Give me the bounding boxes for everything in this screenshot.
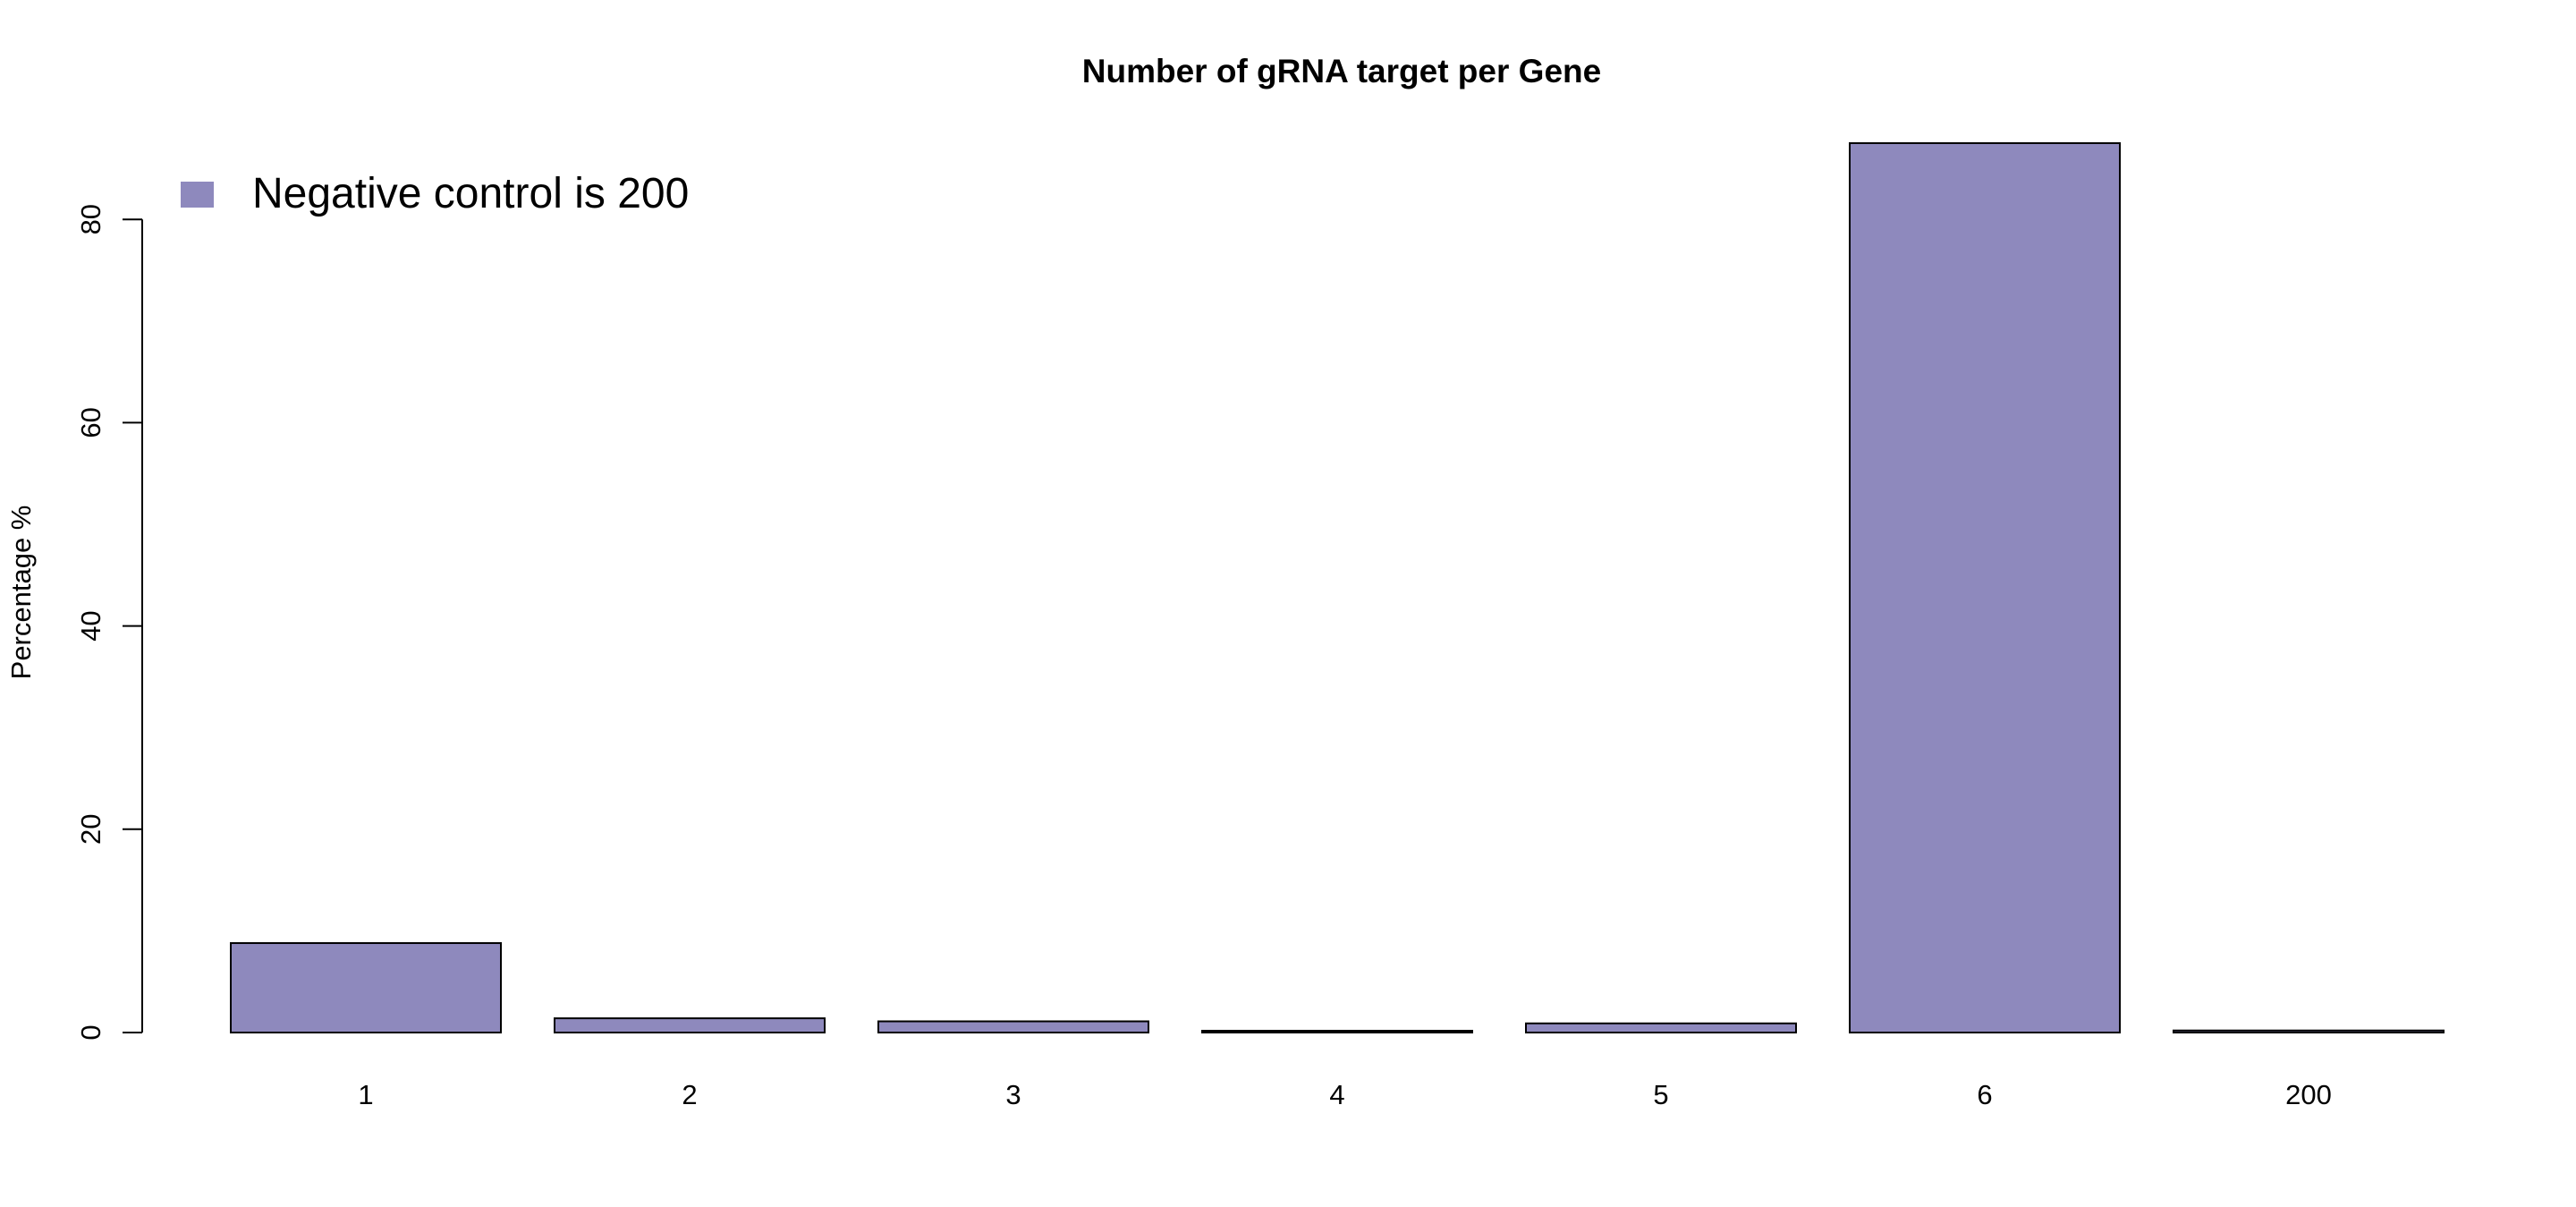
x-tick-label: 4 (1329, 1079, 1344, 1110)
x-tick-label: 1 (358, 1079, 373, 1110)
x-tick-label: 3 (1005, 1079, 1021, 1110)
y-tick-label: 60 (75, 407, 106, 438)
bar-5 (1525, 1022, 1797, 1034)
y-axis-label: Percentage % (5, 506, 37, 680)
x-tick-label: 200 (2285, 1079, 2332, 1110)
bar-200 (2173, 1029, 2445, 1034)
bars (230, 142, 2445, 1034)
bar-4 (1201, 1030, 1473, 1033)
bar-3 (877, 1020, 1149, 1034)
y-tick-label: 40 (75, 610, 106, 641)
y-tick-label: 0 (75, 1024, 106, 1040)
chart-title: Number of gRNA target per Gene (1082, 53, 1601, 89)
y-tick-label: 20 (75, 814, 106, 845)
bar-2 (554, 1017, 826, 1033)
x-tick-label: 2 (682, 1079, 697, 1110)
y-tick-label: 80 (75, 204, 106, 234)
y-axis: 0 20 40 60 80 (75, 204, 143, 1041)
x-tick-label: 6 (1977, 1079, 1992, 1110)
bar-1 (230, 942, 502, 1033)
x-tick-labels: 1 2 3 4 5 6 200 (358, 1079, 2331, 1110)
bar-6 (1849, 142, 2121, 1033)
legend-label: Negative control is 200 (252, 170, 689, 217)
x-tick-label: 5 (1653, 1079, 1668, 1110)
legend-swatch (181, 182, 214, 208)
legend: Negative control is 200 (181, 170, 689, 217)
